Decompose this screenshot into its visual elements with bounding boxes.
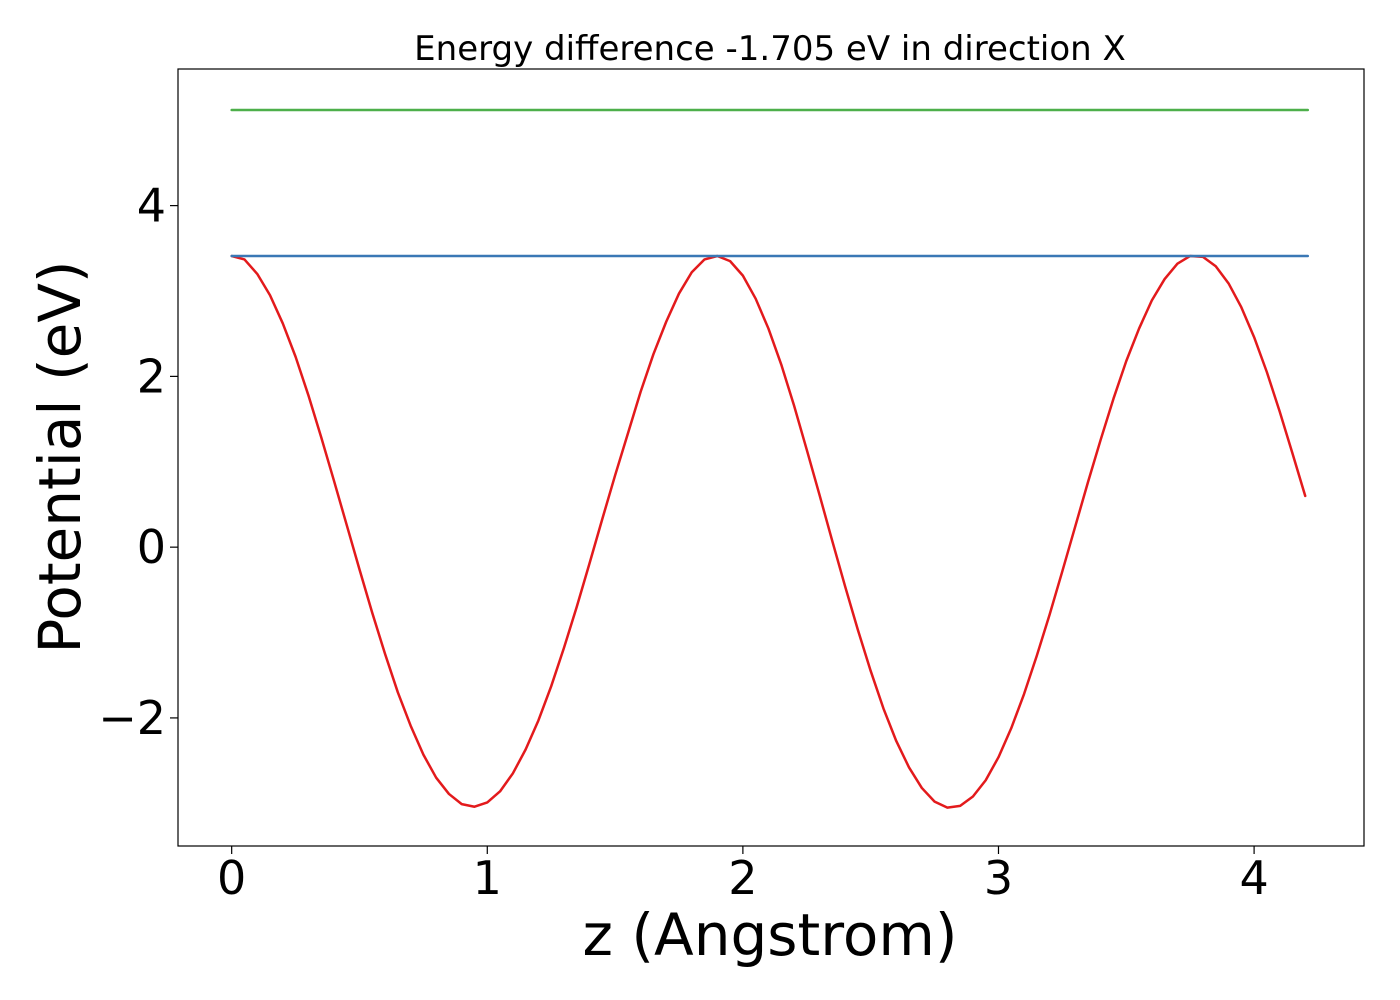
x-axis: 0 1 2 3 4 bbox=[217, 846, 1269, 905]
y-axis-label: Potential (eV) bbox=[26, 260, 94, 653]
y-axis: −2 0 2 4 bbox=[98, 179, 178, 745]
plot-area bbox=[177, 68, 1365, 847]
series-layer bbox=[230, 108, 1310, 809]
x-tick-label: 4 bbox=[1239, 851, 1268, 905]
x-tick-label: 3 bbox=[984, 851, 1013, 905]
y-tick-label: 0 bbox=[137, 520, 166, 574]
plot-frame bbox=[177, 68, 1365, 847]
x-axis-label: z (Angstrom) bbox=[583, 901, 958, 969]
y-tick-label: −2 bbox=[98, 691, 166, 745]
chart-title: Energy difference -1.705 eV in direction… bbox=[414, 29, 1126, 69]
x-tick-label: 0 bbox=[217, 851, 246, 905]
x-tick-label: 2 bbox=[728, 851, 757, 905]
y-tick-label: 2 bbox=[137, 349, 166, 403]
y-tick-label: 4 bbox=[137, 179, 166, 233]
x-tick-label: 1 bbox=[473, 851, 502, 905]
series-line-0 bbox=[230, 254, 1307, 809]
